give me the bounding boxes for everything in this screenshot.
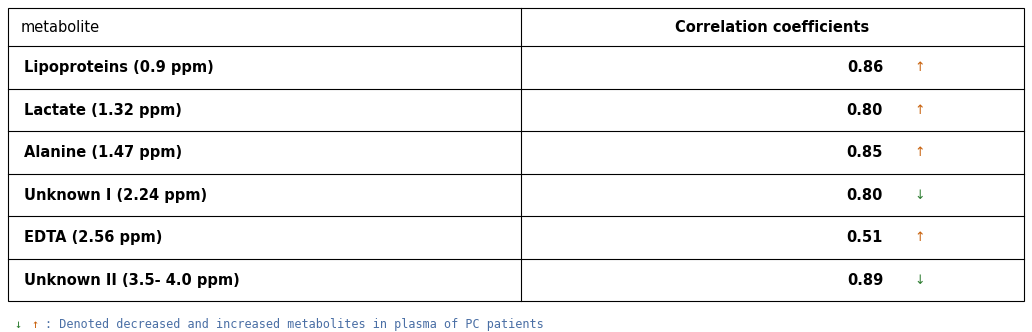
Text: ↑: ↑ [914,231,925,244]
Text: ↑: ↑ [914,104,925,117]
Bar [8,8,1024,301]
Text: 0.85: 0.85 [846,145,883,160]
Text: Lipoproteins (0.9 ppm): Lipoproteins (0.9 ppm) [24,60,214,75]
Text: Unknown II (3.5- 4.0 ppm): Unknown II (3.5- 4.0 ppm) [24,273,239,288]
Text: : Denoted decreased and increased metabolites in plasma of PC patients: : Denoted decreased and increased metabo… [45,318,544,331]
Text: Unknown I (2.24 ppm): Unknown I (2.24 ppm) [24,188,206,203]
Text: 0.51: 0.51 [846,230,883,245]
Text: Alanine (1.47 ppm): Alanine (1.47 ppm) [24,145,182,160]
Text: Correlation coefficients: Correlation coefficients [675,20,870,35]
Text: ↓: ↓ [914,274,925,287]
Text: ↑: ↑ [31,318,38,331]
Text: 0.80: 0.80 [846,188,883,203]
Text: ↓: ↓ [914,189,925,202]
Text: 0.80: 0.80 [846,103,883,118]
Text: EDTA (2.56 ppm): EDTA (2.56 ppm) [24,230,162,245]
Text: ↓: ↓ [14,318,22,331]
Text: Lactate (1.32 ppm): Lactate (1.32 ppm) [24,103,182,118]
Text: 0.89: 0.89 [847,273,883,288]
Text: 0.86: 0.86 [847,60,883,75]
Text: ↑: ↑ [914,146,925,159]
Text: ↑: ↑ [914,61,925,74]
Text: metabolite: metabolite [21,20,100,35]
